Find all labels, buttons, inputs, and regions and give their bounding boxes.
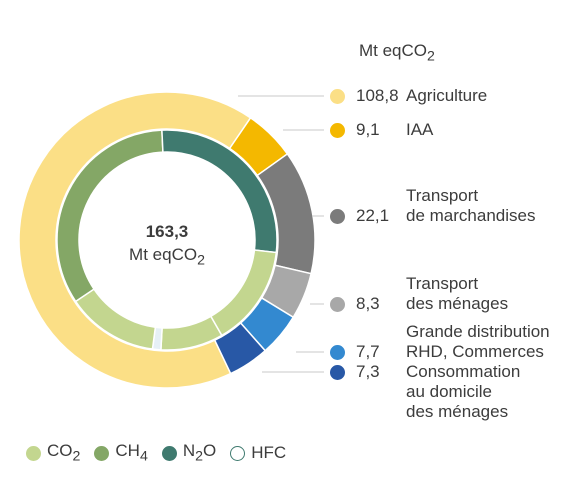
legend-label: Transport des ménages xyxy=(406,274,509,313)
gas-swatch xyxy=(26,445,41,461)
total-value: 163,3 xyxy=(145,222,189,241)
gas-label: CH4 xyxy=(115,441,148,465)
legend-dot xyxy=(330,345,345,360)
total-label: 163,3 Mt eqCO2 xyxy=(112,220,222,272)
gas-swatch xyxy=(161,445,177,461)
total-unit: Mt eqCO2 xyxy=(129,245,205,269)
gas-label: HFC xyxy=(251,443,287,462)
legend-value: 108,8 xyxy=(356,86,399,105)
unit-header: Mt eqCO2 xyxy=(359,41,435,64)
inner-ring xyxy=(56,129,278,351)
legend-label: Grande distribution RHD, Commerces xyxy=(406,322,550,361)
legend-value: 22,1 xyxy=(356,206,390,225)
sector-slice-5 xyxy=(213,321,267,375)
gas-swatch xyxy=(94,445,110,461)
legend-value: 7,7 xyxy=(356,342,380,361)
gas-legend-item-1: CH4 xyxy=(94,441,148,465)
legend-dot xyxy=(330,297,345,312)
legend-label: Agriculture xyxy=(406,86,488,105)
gas-legend-item-2: N2O xyxy=(161,441,217,465)
legend-label: Transport de marchandises xyxy=(406,186,536,225)
legend-dot xyxy=(330,365,345,380)
sector-slice-0 xyxy=(18,91,252,389)
legend-dot xyxy=(330,89,345,104)
legend-dot xyxy=(330,123,345,138)
gas-legend-item-0: CO2 xyxy=(26,441,81,465)
gas-label: CO2 xyxy=(47,441,81,465)
gas-slice-co2-5 xyxy=(209,249,278,337)
legend-value: 8,3 xyxy=(356,294,380,313)
gas-legend-item-3: HFC xyxy=(230,443,286,463)
gas-legend: CO2 CH4 N2O HFC xyxy=(26,441,300,465)
legend-dot xyxy=(330,209,345,224)
gas-label: N2O xyxy=(182,441,217,465)
gas-swatch xyxy=(230,445,246,461)
outer-ring xyxy=(18,91,316,389)
leader-lines xyxy=(238,95,324,373)
unit-header-text: Mt eqCO2 xyxy=(359,41,435,65)
legend-value: 9,1 xyxy=(356,120,380,139)
legend-value: 7,3 xyxy=(356,362,380,381)
legend-label: Consommation au domicile des ménages xyxy=(406,362,521,421)
legend-label: IAA xyxy=(406,120,434,139)
